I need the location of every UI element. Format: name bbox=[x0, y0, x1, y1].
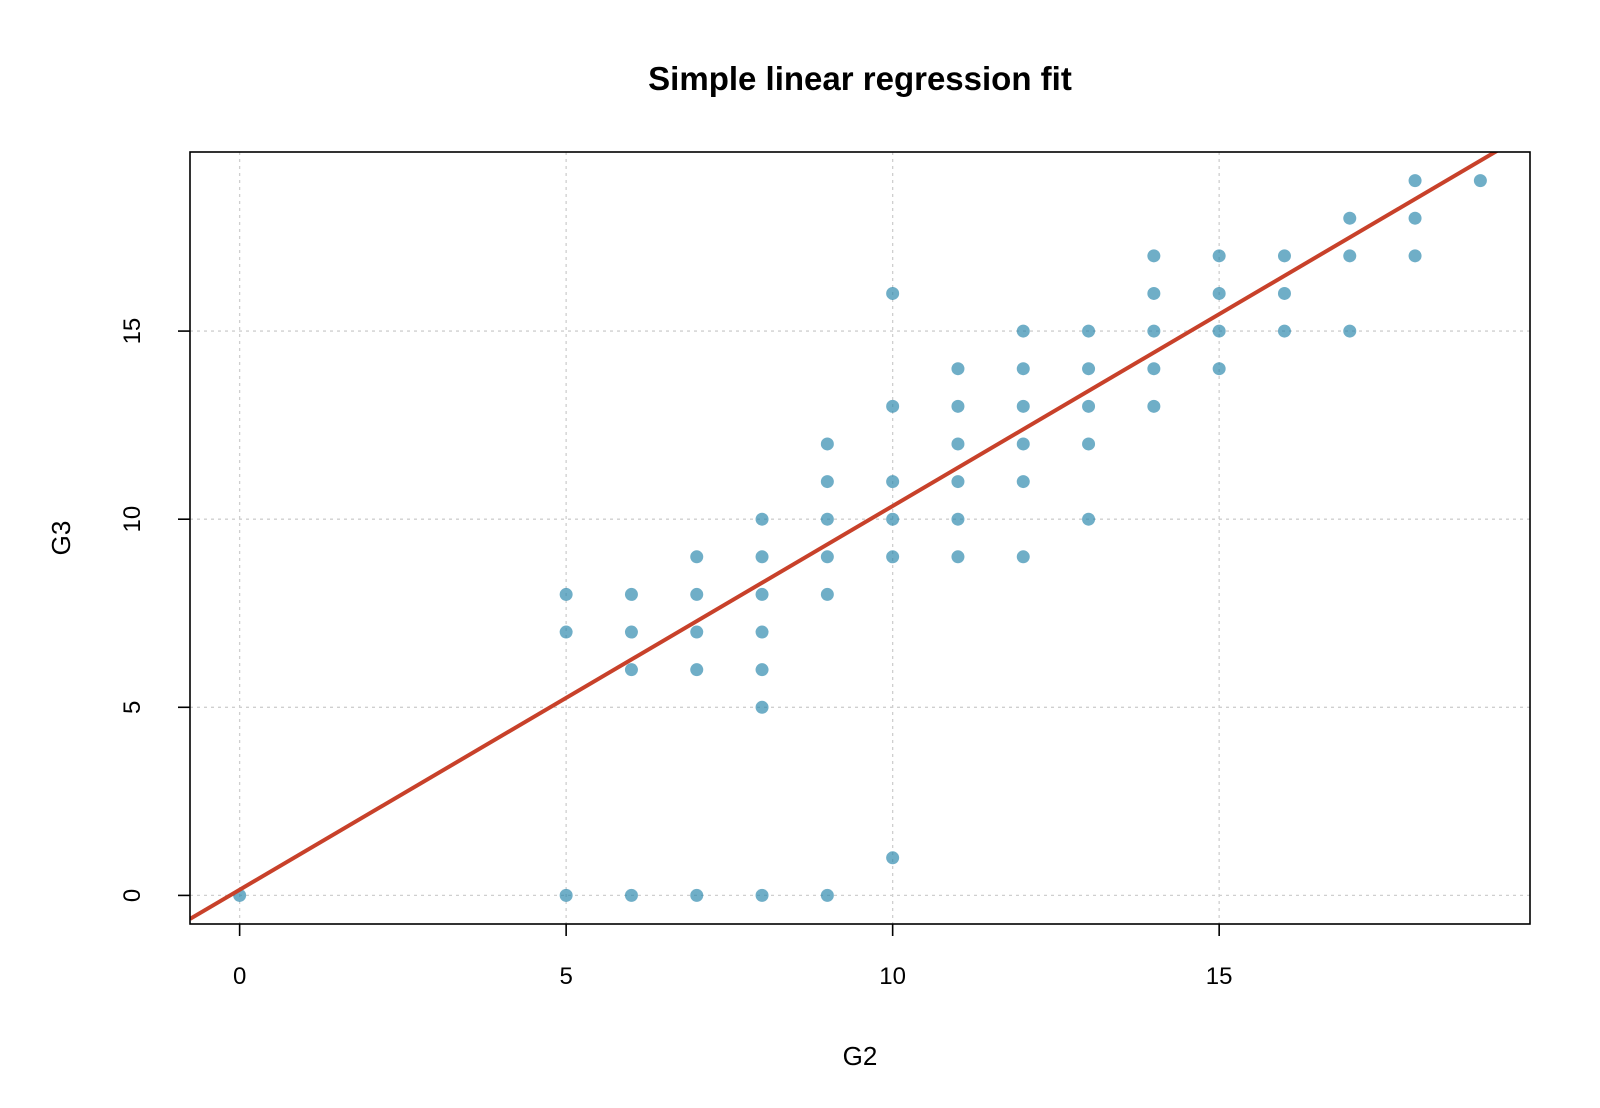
y-axis: 0 5 10 15 bbox=[119, 318, 190, 902]
data-point bbox=[1016, 550, 1030, 564]
x-tick-label: 0 bbox=[233, 963, 246, 990]
data-point bbox=[1277, 286, 1291, 300]
regression-line bbox=[190, 152, 1500, 921]
data-point bbox=[886, 399, 900, 413]
data-point bbox=[820, 888, 834, 902]
grid bbox=[190, 152, 1530, 924]
data-point bbox=[1082, 324, 1096, 338]
data-point bbox=[1082, 437, 1096, 451]
data-point bbox=[690, 663, 704, 677]
data-point bbox=[1343, 211, 1357, 225]
data-point bbox=[1408, 249, 1422, 263]
y-tick-label: 10 bbox=[119, 506, 146, 533]
data-point bbox=[1147, 286, 1161, 300]
data-point bbox=[624, 888, 638, 902]
x-axis-label: G2 bbox=[843, 1041, 878, 1071]
data-point bbox=[1016, 437, 1030, 451]
data-point bbox=[1016, 324, 1030, 338]
data-points bbox=[233, 174, 1487, 902]
y-tick-label: 15 bbox=[119, 318, 146, 345]
data-point bbox=[886, 550, 900, 564]
x-tick-label: 5 bbox=[559, 963, 572, 990]
data-point bbox=[755, 550, 769, 564]
data-point bbox=[690, 587, 704, 601]
data-point bbox=[1147, 324, 1161, 338]
data-point bbox=[559, 625, 573, 639]
data-point bbox=[1147, 249, 1161, 263]
data-point bbox=[755, 512, 769, 526]
data-point bbox=[1147, 362, 1161, 376]
plot-area-frame bbox=[189, 151, 1531, 925]
y-tick-label: 5 bbox=[119, 701, 146, 714]
x-tick-label: 10 bbox=[879, 963, 906, 990]
data-point bbox=[951, 399, 965, 413]
data-point bbox=[1212, 286, 1226, 300]
data-point bbox=[820, 587, 834, 601]
data-point bbox=[951, 475, 965, 489]
y-axis-label: G3 bbox=[46, 521, 76, 556]
data-point bbox=[690, 625, 704, 639]
chart-title: Simple linear regression fit bbox=[648, 60, 1072, 97]
data-point bbox=[755, 625, 769, 639]
data-point bbox=[559, 888, 573, 902]
data-point bbox=[624, 663, 638, 677]
data-point bbox=[1212, 249, 1226, 263]
data-point bbox=[1082, 512, 1096, 526]
data-point bbox=[1212, 362, 1226, 376]
data-point bbox=[820, 550, 834, 564]
data-point bbox=[1473, 174, 1487, 188]
data-point bbox=[755, 888, 769, 902]
data-point bbox=[1016, 399, 1030, 413]
data-point bbox=[1408, 174, 1422, 188]
data-point bbox=[1016, 475, 1030, 489]
data-point bbox=[886, 851, 900, 865]
data-point bbox=[820, 437, 834, 451]
data-point bbox=[755, 663, 769, 677]
data-point bbox=[1343, 249, 1357, 263]
data-point bbox=[1082, 399, 1096, 413]
data-point bbox=[1147, 399, 1161, 413]
data-point bbox=[951, 437, 965, 451]
data-point bbox=[820, 475, 834, 489]
data-point bbox=[886, 512, 900, 526]
data-point bbox=[1277, 324, 1291, 338]
data-point bbox=[624, 587, 638, 601]
y-tick-label: 0 bbox=[119, 889, 146, 902]
data-point bbox=[951, 550, 965, 564]
data-point bbox=[951, 362, 965, 376]
regression-line-layer bbox=[190, 152, 1500, 921]
x-tick-label: 15 bbox=[1206, 963, 1233, 990]
data-point bbox=[1082, 362, 1096, 376]
data-point bbox=[624, 625, 638, 639]
data-point bbox=[1277, 249, 1291, 263]
x-axis: 0 5 10 15 bbox=[233, 924, 1233, 990]
data-point bbox=[1212, 324, 1226, 338]
data-point bbox=[820, 512, 834, 526]
data-point bbox=[755, 587, 769, 601]
data-point bbox=[1016, 362, 1030, 376]
data-point bbox=[559, 587, 573, 601]
data-point bbox=[1408, 211, 1422, 225]
data-point bbox=[886, 475, 900, 489]
data-point bbox=[886, 286, 900, 300]
data-point bbox=[690, 888, 704, 902]
data-point bbox=[690, 550, 704, 564]
data-point bbox=[755, 700, 769, 714]
data-point bbox=[951, 512, 965, 526]
data-point bbox=[1343, 324, 1357, 338]
